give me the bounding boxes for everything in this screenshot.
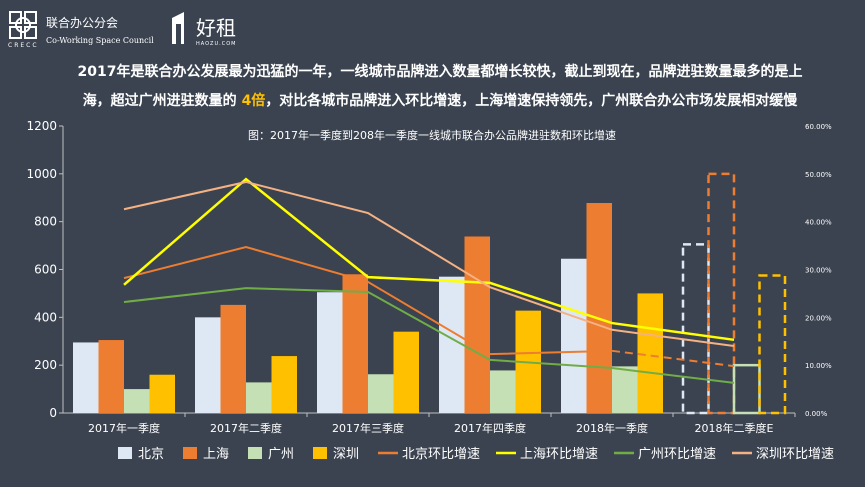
y-tick-label: 600 bbox=[34, 263, 57, 277]
bar-北京 bbox=[317, 292, 343, 413]
bar-北京 bbox=[561, 258, 587, 413]
y-tick-label: 400 bbox=[34, 310, 57, 324]
y2-tick-label: 10.00% bbox=[805, 362, 832, 370]
legend-swatch-北京 bbox=[118, 447, 132, 459]
line-广州环比增速 bbox=[123, 287, 735, 384]
legend-swatch-上海 bbox=[183, 447, 197, 459]
legend-label: 广州环比增速 bbox=[638, 447, 716, 462]
logo-cn: 联合办公分会 bbox=[46, 16, 119, 30]
partner-name: 好租 bbox=[196, 16, 236, 40]
legend-label: 深圳 bbox=[333, 447, 359, 462]
y-tick-label: 0 bbox=[49, 406, 57, 420]
y2-tick-label: 60.00% bbox=[805, 123, 832, 131]
line-深圳环比增速 bbox=[123, 180, 735, 348]
headline-highlight: 4倍 bbox=[241, 93, 266, 109]
legend-swatch-深圳 bbox=[313, 447, 327, 459]
legend-label: 广州 bbox=[268, 447, 294, 462]
y-tick-label: 200 bbox=[34, 358, 57, 372]
line-北京环比增速 bbox=[123, 245, 613, 356]
partner-url: HAOZU.COM bbox=[196, 41, 237, 47]
bar-广州 bbox=[124, 389, 150, 413]
headline-line2a: 海，超过广州进驻数量的 bbox=[82, 93, 242, 109]
x-tick-label: 2017年四季度 bbox=[454, 421, 526, 435]
x-tick-label: 2018年二季度E bbox=[695, 421, 774, 435]
bar-上海 bbox=[98, 340, 124, 413]
bar-北京 bbox=[439, 276, 465, 413]
y2-tick-label: 40.00% bbox=[805, 219, 832, 227]
bar-上海 bbox=[220, 304, 246, 413]
bar-上海 bbox=[464, 236, 490, 413]
bar-深圳 bbox=[637, 293, 663, 413]
y2-tick-label: 0.00% bbox=[805, 410, 828, 418]
x-tick-label: 2018年一季度 bbox=[576, 421, 648, 435]
line-上海环比增速 bbox=[123, 177, 735, 342]
y2-tick-label: 30.00% bbox=[805, 267, 832, 275]
headline-line1: 2017年是联合办公发展最为迅猛的一年，一线城市品牌进入数量都增长较快，截止到现… bbox=[77, 64, 803, 80]
bar-北京 bbox=[195, 317, 221, 413]
y-tick-label: 800 bbox=[34, 215, 57, 229]
legend-label: 上海 bbox=[203, 447, 229, 462]
legend-label: 深圳环比增速 bbox=[756, 447, 834, 462]
x-tick-label: 2017年二季度 bbox=[210, 421, 282, 435]
bar-上海 bbox=[586, 203, 612, 413]
bar-深圳 bbox=[271, 356, 297, 413]
bar-广州 bbox=[612, 366, 638, 413]
bar-广州 bbox=[246, 382, 272, 413]
bar-北京 bbox=[681, 243, 710, 415]
bar-上海 bbox=[707, 172, 736, 415]
bar-广州 bbox=[490, 370, 516, 413]
haozu-logo: 好租 HAOZU.COM bbox=[170, 10, 236, 47]
logo-abbr: CRECC bbox=[8, 42, 39, 49]
x-tick-label: 2017年三季度 bbox=[332, 421, 404, 435]
bar-深圳 bbox=[393, 331, 419, 413]
legend-label: 北京环比增速 bbox=[402, 447, 480, 462]
y-tick-label: 1200 bbox=[26, 119, 57, 133]
line-北京环比增速-estimate bbox=[611, 349, 735, 368]
bar-深圳 bbox=[149, 374, 175, 413]
headline: 2017年是联合办公发展最为迅猛的一年，一线城市品牌进入数量都增长较快，截止到现… bbox=[40, 58, 840, 116]
chart-title: 图：2017年一季度到208年一季度一线城市联合办公品牌进驻数和环比增速 bbox=[248, 128, 616, 142]
bar-上海 bbox=[342, 274, 368, 413]
bar-广州 bbox=[732, 363, 761, 415]
legend-label: 上海环比增速 bbox=[520, 447, 598, 462]
y-tick-label: 1000 bbox=[26, 167, 57, 181]
legend-swatch-广州 bbox=[248, 447, 262, 459]
y2-tick-label: 50.00% bbox=[805, 171, 832, 179]
crecc-logo: 联合办公分会 Co-Working Space Council bbox=[8, 10, 154, 45]
bar-深圳 bbox=[758, 274, 787, 415]
legend-label: 北京 bbox=[138, 447, 164, 462]
logo-en: Co-Working Space Council bbox=[46, 36, 154, 45]
bar-北京 bbox=[73, 342, 99, 413]
y2-tick-label: 20.00% bbox=[805, 314, 832, 322]
bar-广州 bbox=[368, 374, 394, 413]
headline-line2b: ，对比各城市品牌进入环比增速，上海增速保持领先，广州联合办公市场发展相对缓慢 bbox=[265, 93, 798, 109]
haozu-logo-icon bbox=[172, 12, 184, 44]
crecc-logo-icon bbox=[9, 11, 37, 39]
x-tick-label: 2017年一季度 bbox=[88, 421, 160, 435]
